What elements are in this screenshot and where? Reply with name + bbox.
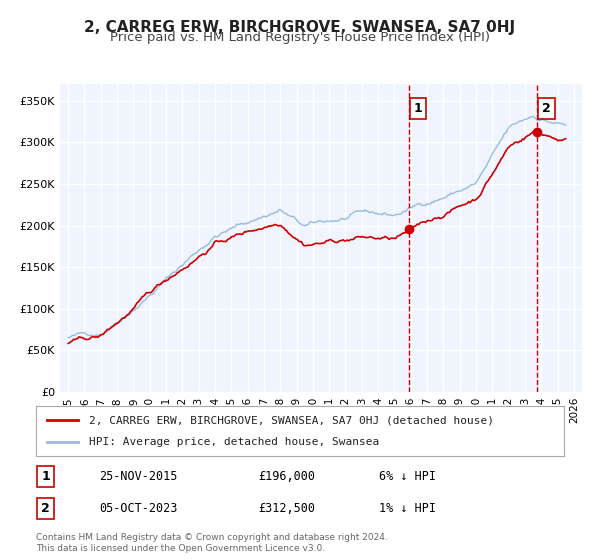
Text: £196,000: £196,000 bbox=[258, 470, 315, 483]
Text: 2: 2 bbox=[542, 102, 551, 115]
Text: 1: 1 bbox=[414, 102, 423, 115]
Text: 1% ↓ HPI: 1% ↓ HPI bbox=[379, 502, 436, 515]
Text: HPI: Average price, detached house, Swansea: HPI: Average price, detached house, Swan… bbox=[89, 437, 379, 447]
Text: 2, CARREG ERW, BIRCHGROVE, SWANSEA, SA7 0HJ: 2, CARREG ERW, BIRCHGROVE, SWANSEA, SA7 … bbox=[85, 20, 515, 35]
Text: 6% ↓ HPI: 6% ↓ HPI bbox=[379, 470, 436, 483]
Text: 2, CARREG ERW, BIRCHGROVE, SWANSEA, SA7 0HJ (detached house): 2, CARREG ERW, BIRCHGROVE, SWANSEA, SA7 … bbox=[89, 415, 494, 425]
Text: Price paid vs. HM Land Registry's House Price Index (HPI): Price paid vs. HM Land Registry's House … bbox=[110, 31, 490, 44]
Text: 1: 1 bbox=[41, 470, 50, 483]
Text: 25-NOV-2015: 25-NOV-2015 bbox=[100, 470, 178, 483]
Text: 2: 2 bbox=[41, 502, 50, 515]
Text: £312,500: £312,500 bbox=[258, 502, 315, 515]
Text: 05-OCT-2023: 05-OCT-2023 bbox=[100, 502, 178, 515]
Text: Contains HM Land Registry data © Crown copyright and database right 2024.
This d: Contains HM Land Registry data © Crown c… bbox=[36, 533, 388, 553]
